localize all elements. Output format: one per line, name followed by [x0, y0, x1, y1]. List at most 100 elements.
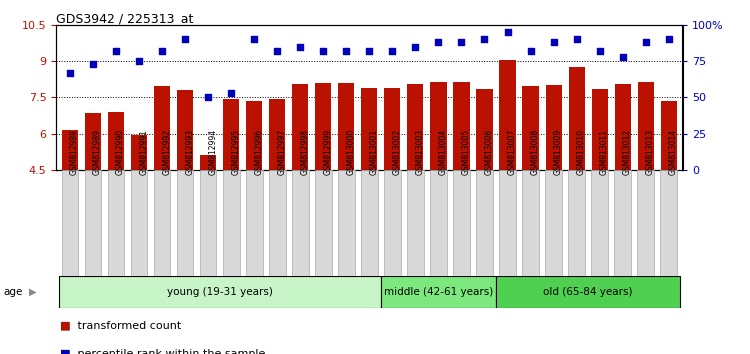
Point — [272, 48, 284, 54]
Bar — [200, 155, 216, 170]
FancyBboxPatch shape — [591, 170, 608, 276]
Point — [386, 48, 398, 54]
FancyBboxPatch shape — [58, 276, 381, 308]
FancyBboxPatch shape — [130, 170, 148, 276]
Point — [663, 36, 675, 42]
Text: GSM813006: GSM813006 — [484, 129, 494, 175]
FancyBboxPatch shape — [384, 170, 400, 276]
Bar — [638, 82, 654, 170]
Text: GSM812999: GSM812999 — [323, 129, 332, 175]
FancyBboxPatch shape — [381, 276, 496, 308]
Text: GSM813013: GSM813013 — [646, 129, 655, 175]
Text: GSM813007: GSM813007 — [508, 129, 517, 175]
Point — [640, 39, 652, 45]
Text: GSM812998: GSM812998 — [300, 129, 309, 175]
Point — [340, 48, 352, 54]
Text: GSM813001: GSM813001 — [369, 129, 378, 175]
Text: ■  percentile rank within the sample: ■ percentile rank within the sample — [60, 349, 266, 354]
Text: young (19-31 years): young (19-31 years) — [166, 287, 273, 297]
Point — [410, 44, 422, 49]
Text: GSM813003: GSM813003 — [416, 129, 424, 175]
Text: ■: ■ — [60, 321, 70, 331]
FancyBboxPatch shape — [453, 170, 470, 276]
Point — [616, 54, 628, 59]
Text: GSM813012: GSM813012 — [622, 129, 632, 175]
Bar — [269, 98, 285, 170]
Bar — [614, 84, 631, 170]
FancyBboxPatch shape — [638, 170, 654, 276]
FancyBboxPatch shape — [545, 170, 562, 276]
Text: old (65-84 years): old (65-84 years) — [543, 287, 633, 297]
Point — [455, 39, 467, 45]
Text: GSM813008: GSM813008 — [530, 129, 539, 175]
Bar — [592, 89, 608, 170]
Text: age: age — [4, 287, 23, 297]
Point — [593, 48, 605, 54]
Point — [548, 39, 560, 45]
Text: GSM812993: GSM812993 — [185, 129, 194, 175]
FancyBboxPatch shape — [177, 170, 194, 276]
Point — [502, 29, 514, 35]
Bar — [407, 84, 424, 170]
Text: GSM813014: GSM813014 — [669, 129, 678, 175]
Point — [202, 95, 214, 100]
FancyBboxPatch shape — [338, 170, 355, 276]
FancyBboxPatch shape — [661, 170, 677, 276]
Text: GSM812991: GSM812991 — [140, 129, 148, 175]
Bar — [661, 101, 676, 170]
Bar — [476, 89, 493, 170]
Text: GSM813010: GSM813010 — [577, 129, 586, 175]
Text: GSM813005: GSM813005 — [461, 129, 470, 175]
Bar — [338, 83, 355, 170]
Bar — [154, 86, 170, 170]
FancyBboxPatch shape — [500, 170, 516, 276]
Point — [87, 61, 99, 67]
Text: GSM813009: GSM813009 — [554, 129, 562, 175]
Text: GDS3942 / 225313_at: GDS3942 / 225313_at — [56, 12, 194, 25]
Bar — [545, 85, 562, 170]
Bar — [430, 82, 446, 170]
Text: middle (42-61 years): middle (42-61 years) — [384, 287, 493, 297]
Bar — [500, 60, 515, 170]
Text: GSM812997: GSM812997 — [278, 129, 286, 175]
FancyBboxPatch shape — [62, 170, 78, 276]
FancyBboxPatch shape — [85, 170, 101, 276]
Bar — [523, 86, 538, 170]
FancyBboxPatch shape — [200, 170, 217, 276]
Point — [110, 48, 122, 54]
Bar — [384, 88, 400, 170]
Point — [248, 36, 260, 42]
Text: ▶: ▶ — [28, 287, 36, 297]
Text: GSM812996: GSM812996 — [254, 129, 263, 175]
FancyBboxPatch shape — [154, 170, 170, 276]
Text: ■  transformed count: ■ transformed count — [60, 321, 182, 331]
Point — [478, 36, 490, 42]
Bar — [85, 113, 101, 170]
FancyBboxPatch shape — [522, 170, 538, 276]
Point — [156, 48, 168, 54]
Text: GSM813002: GSM813002 — [392, 129, 401, 175]
Text: GSM812992: GSM812992 — [162, 129, 171, 175]
FancyBboxPatch shape — [407, 170, 424, 276]
Bar — [131, 135, 147, 170]
FancyBboxPatch shape — [476, 170, 493, 276]
Bar — [224, 98, 239, 170]
Text: GSM813011: GSM813011 — [599, 129, 608, 175]
Text: GSM812989: GSM812989 — [93, 129, 102, 175]
Point — [134, 58, 146, 64]
Bar — [315, 83, 332, 170]
Text: GSM812994: GSM812994 — [209, 129, 218, 175]
Bar — [292, 84, 308, 170]
FancyBboxPatch shape — [361, 170, 378, 276]
FancyBboxPatch shape — [269, 170, 286, 276]
Text: ■: ■ — [60, 349, 70, 354]
Point — [363, 48, 375, 54]
Point — [317, 48, 329, 54]
FancyBboxPatch shape — [108, 170, 124, 276]
Point — [524, 48, 536, 54]
FancyBboxPatch shape — [292, 170, 308, 276]
FancyBboxPatch shape — [315, 170, 332, 276]
Text: GSM812990: GSM812990 — [116, 129, 125, 175]
Text: GSM812995: GSM812995 — [231, 129, 240, 175]
FancyBboxPatch shape — [568, 170, 585, 276]
